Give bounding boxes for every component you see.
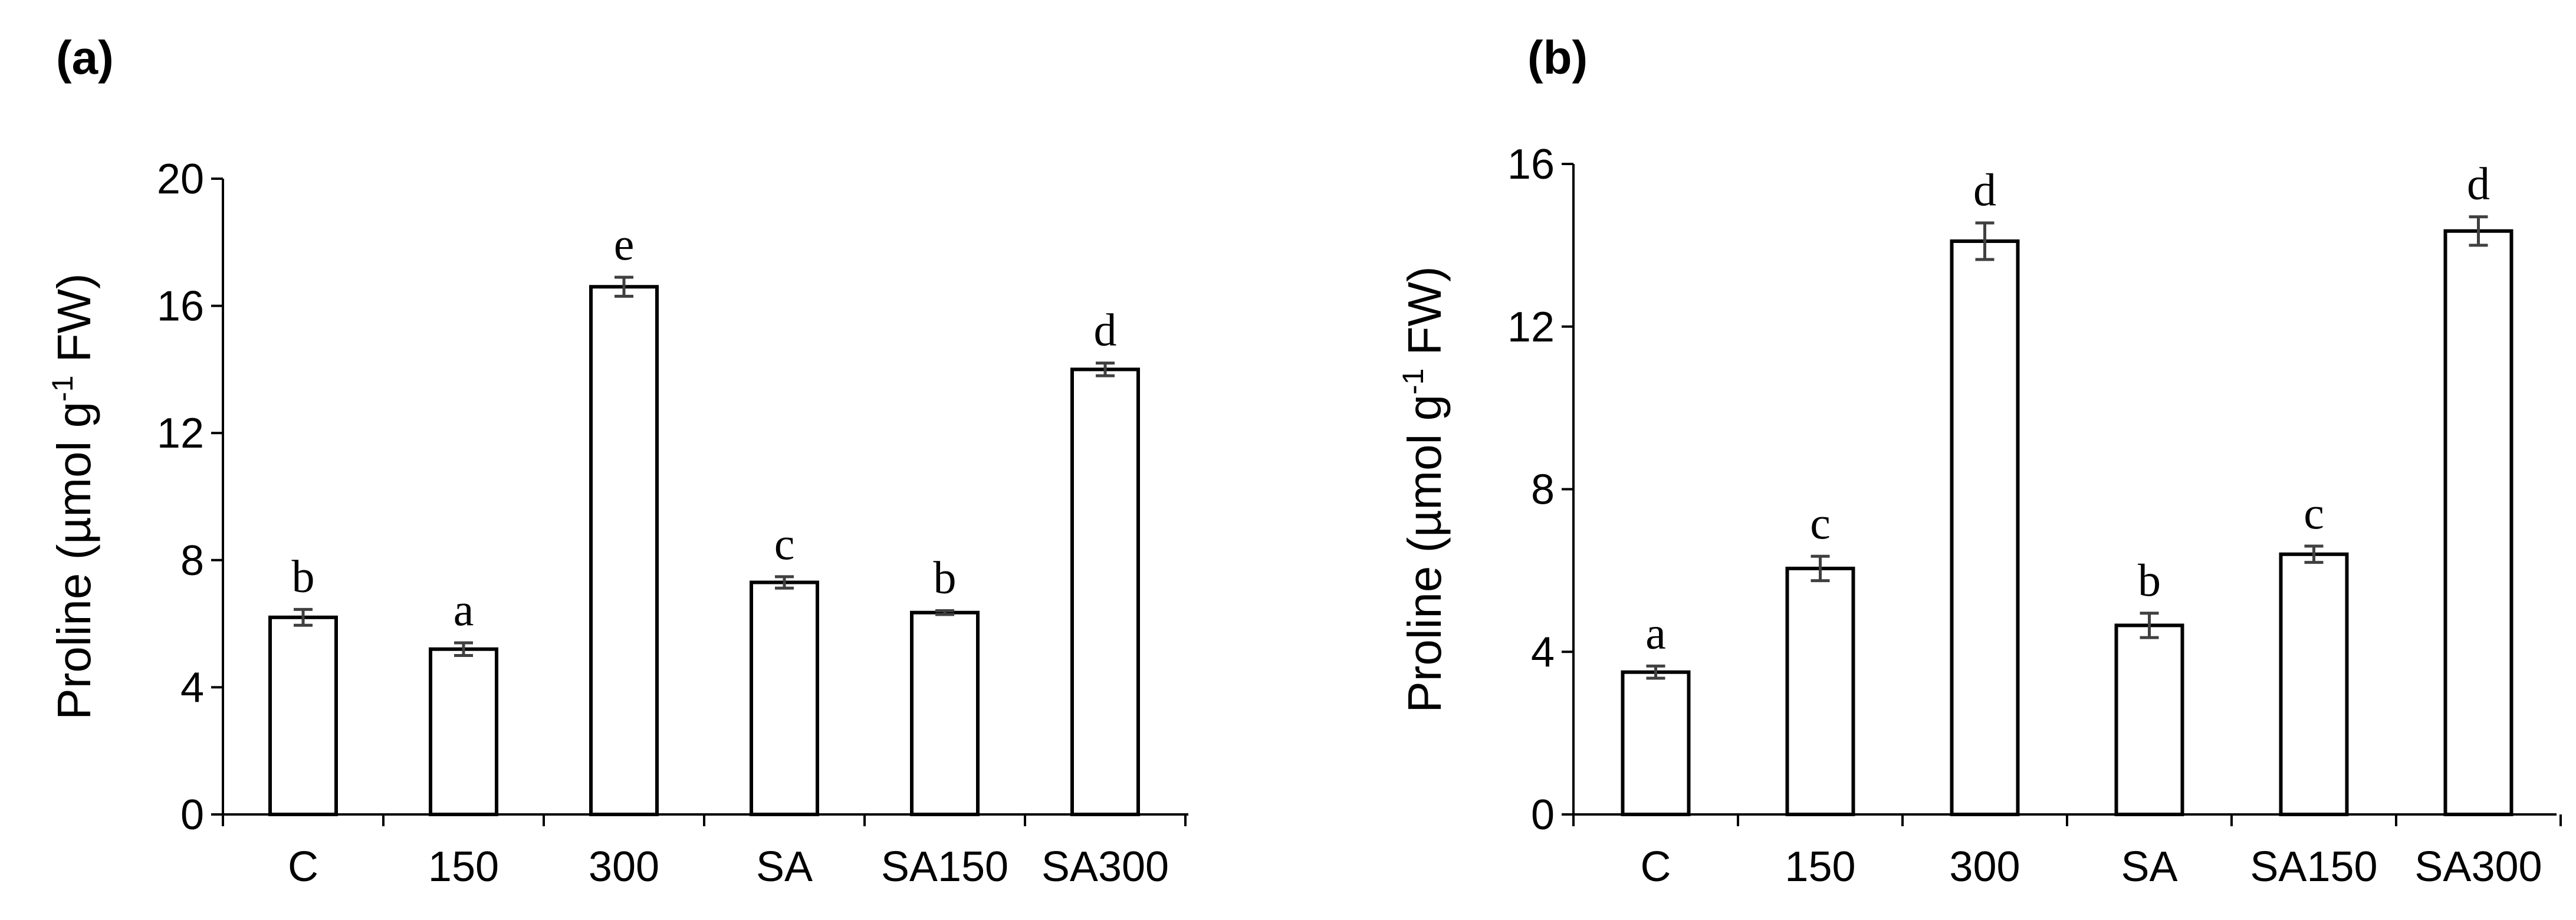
x-tick-label: SA150 — [2250, 843, 2377, 891]
bar-150 — [1785, 566, 1855, 816]
y-axis-label-superscript: -1 — [46, 376, 79, 402]
error-bar-300 — [615, 275, 633, 298]
significance-letter: a — [1645, 607, 1666, 658]
y-tick-label: 4 — [1531, 629, 1555, 676]
bar-c — [1621, 670, 1691, 816]
panel-label: (a) — [56, 31, 114, 84]
significance-letter: e — [614, 218, 635, 270]
y-tick-label: 12 — [1507, 304, 1555, 351]
y-tick-label: 0 — [180, 791, 204, 839]
y-tick-label: 8 — [1531, 466, 1555, 514]
significance-letter: b — [934, 552, 957, 603]
y-tick-label: 16 — [1507, 141, 1555, 188]
error-bar-c — [1646, 664, 1665, 680]
x-tick-label: SA150 — [881, 843, 1008, 891]
y-axis-label: Proline (µmol g-1 FW) — [1397, 266, 1451, 712]
error-bar-sa — [2140, 612, 2159, 639]
x-tick-label: C — [288, 843, 318, 891]
x-tick-label: 150 — [1785, 843, 1855, 891]
error-bar-c — [294, 607, 313, 627]
y-tick-label: 4 — [180, 664, 204, 711]
error-bar-300 — [1975, 221, 1995, 261]
bar-sa150 — [2279, 552, 2349, 816]
x-tick-label: SA300 — [1041, 843, 1169, 891]
y-tick-label: 16 — [157, 283, 204, 330]
error-bar-sa150 — [2304, 544, 2324, 564]
y-axis-label-main: Proline (µmol g — [48, 402, 100, 720]
x-tick-label: SA — [756, 843, 813, 891]
error-bar-sa150 — [935, 609, 954, 616]
significance-letter: c — [774, 518, 795, 569]
bar-sa150 — [910, 610, 980, 816]
y-tick-label: 12 — [157, 410, 204, 457]
chart-panel-a: (a) Proline (µmol g-1 FW) 0 4 8 12 16 20 b Ca 150 e… — [46, 31, 1188, 891]
y-axis-label-superscript: -1 — [1397, 369, 1430, 395]
significance-letter: a — [454, 584, 474, 635]
y-axis-label-unit: FW) — [48, 273, 100, 375]
bar-300 — [1950, 239, 2020, 816]
significance-letter: d — [2467, 158, 2490, 209]
x-tick-label: 300 — [1949, 843, 2020, 891]
error-bar-sa300 — [2469, 215, 2488, 247]
x-tick-label: SA — [2121, 843, 2177, 891]
y-tick-label: 0 — [1531, 791, 1555, 839]
significance-letter: c — [1810, 497, 1831, 548]
bar-150 — [429, 647, 498, 816]
chart-panel-b: (b) Proline (µmol g-1 FW) 0 4 8 12 16 a Cc 150 d 30… — [1397, 31, 2562, 891]
error-bar-sa300 — [1096, 362, 1115, 377]
bar-sa300 — [2443, 229, 2513, 816]
y-axis-label: Proline (µmol g-1 FW) — [46, 273, 100, 719]
bar-sa — [750, 580, 819, 817]
x-tick-label: C — [1641, 843, 1671, 891]
panel-label: (b) — [1527, 31, 1588, 84]
bar-300 — [589, 285, 659, 816]
y-tick-label: 20 — [157, 156, 204, 203]
y-axis-label-main: Proline (µmol g — [1398, 395, 1451, 713]
significance-letter: d — [1094, 304, 1117, 356]
x-tick-label: 150 — [428, 843, 499, 891]
significance-letter: b — [2138, 554, 2161, 606]
error-bar-sa — [775, 575, 794, 590]
bar-sa300 — [1070, 367, 1140, 816]
significance-letter: d — [1973, 164, 1996, 215]
x-tick-label: SA300 — [2414, 843, 2542, 891]
x-tick-label: 300 — [589, 843, 659, 891]
error-bar-150 — [1811, 554, 1830, 583]
significance-letter: b — [292, 550, 315, 602]
error-bar-150 — [454, 641, 473, 657]
y-axis-label-unit: FW) — [1398, 266, 1451, 368]
bar-c — [268, 615, 338, 816]
significance-letter: c — [2304, 487, 2324, 538]
y-tick-label: 8 — [180, 537, 204, 584]
bar-sa — [2114, 623, 2184, 817]
